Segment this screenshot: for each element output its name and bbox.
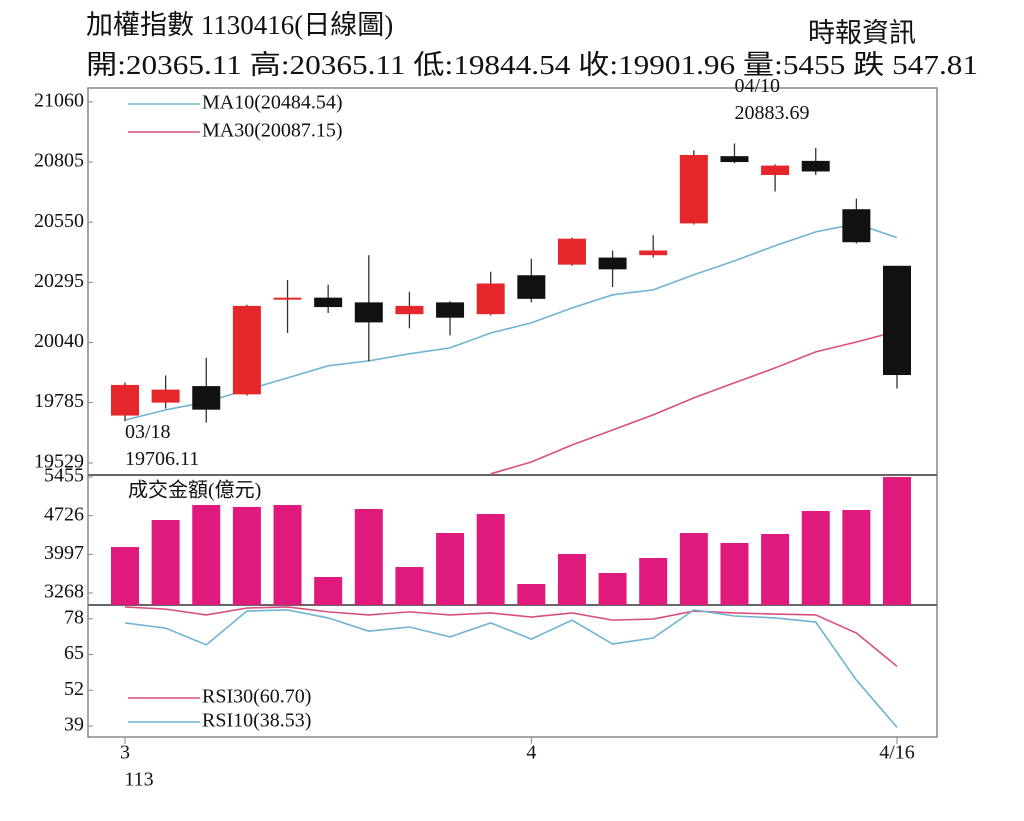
x-sublabel: 113 [124, 769, 153, 791]
y-tick-label: 39 [64, 714, 84, 736]
y-tick-label: 21060 [34, 90, 84, 112]
y-tick-label: 52 [64, 678, 84, 700]
candle-body [557, 238, 586, 265]
legend-entry: RSI30(60.70) [202, 686, 311, 708]
bar [314, 576, 343, 605]
candle-body [436, 302, 465, 318]
bar [192, 505, 221, 605]
x-tick-label: 3 [120, 742, 130, 764]
y-tick-label: 3268 [44, 581, 84, 603]
candle-body [273, 297, 302, 300]
candle-body [842, 209, 871, 243]
bar [395, 567, 424, 605]
annotation-value: 20883.69 [734, 102, 809, 124]
bar [639, 558, 668, 605]
candle-body [395, 305, 424, 315]
candle-body [151, 389, 180, 403]
bar [883, 477, 911, 605]
y-tick-label: 19529 [34, 451, 84, 473]
y-tick-label: 20295 [34, 270, 84, 292]
y-tick-label: 65 [64, 642, 84, 664]
candle-body [801, 160, 830, 172]
x-tick-label: 4/16 [879, 742, 915, 764]
candle-body [598, 257, 627, 270]
y-tick-label: 3997 [44, 542, 84, 564]
plot-frame [87, 87, 938, 738]
candle-body [679, 154, 708, 224]
annotation-label: 04/10 [734, 75, 780, 97]
candle-body [517, 275, 546, 299]
chart-subtitle: 開:20365.11 高:20365.11 低:19844.54 收:19901… [86, 50, 978, 80]
bar [557, 553, 586, 605]
bar [801, 511, 830, 605]
ma-line [490, 330, 898, 475]
y-tick-label: 78 [64, 606, 84, 628]
panel-label: 成交金額(億元) [128, 479, 261, 502]
bar [598, 573, 627, 605]
bar [354, 508, 383, 605]
source: 時報資訊 [808, 18, 916, 48]
annotation-label: 03/18 [125, 421, 171, 443]
bar [476, 513, 505, 605]
legend-entry: MA10(20484.54) [202, 92, 343, 114]
bar [761, 533, 790, 605]
y-tick-label: 20550 [34, 210, 84, 232]
candle-body [476, 283, 505, 315]
candle-body [232, 305, 261, 395]
candle-body [111, 384, 139, 416]
legend-entry: RSI10(38.53) [202, 710, 311, 732]
chart-title: 加權指數 1130416(日線圖) [86, 10, 393, 40]
y-tick-label: 4726 [44, 503, 84, 525]
y-tick-label: 20040 [34, 330, 84, 352]
candle-body [761, 165, 790, 176]
bar [232, 506, 261, 605]
candle-body [354, 302, 383, 323]
candle-body [192, 386, 221, 410]
candle-body [314, 297, 343, 308]
bar [679, 533, 708, 605]
bar [436, 533, 465, 605]
y-tick-label: 20805 [34, 150, 84, 172]
y-tick-label: 19785 [34, 390, 84, 412]
bar [273, 505, 302, 605]
bar [720, 542, 749, 605]
bar [842, 510, 871, 605]
bar [151, 520, 180, 605]
annotation-value: 19706.11 [125, 448, 199, 470]
bar [517, 583, 546, 605]
candle-body [720, 156, 749, 163]
rsi-line [124, 606, 898, 667]
x-tick-label: 4 [526, 742, 536, 764]
y-tick-label: 5455 [44, 465, 84, 487]
candle-body [883, 265, 911, 376]
bar [111, 547, 139, 605]
rsi-line [124, 609, 898, 728]
legend-entry: MA30(20087.15) [202, 120, 343, 142]
candle-body [639, 250, 668, 256]
